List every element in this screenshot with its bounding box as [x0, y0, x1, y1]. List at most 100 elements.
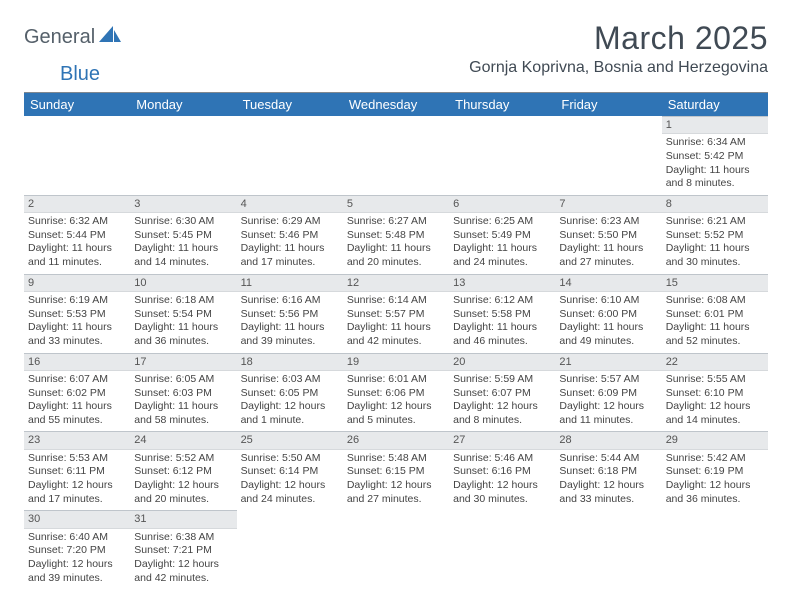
daylight-text: Daylight: 11 hours and 27 minutes.: [559, 242, 657, 269]
day-info: Sunrise: 6:14 AMSunset: 5:57 PMDaylight:…: [343, 292, 449, 353]
weekday-header: Wednesday: [343, 93, 449, 116]
empty-cell: [237, 116, 343, 188]
sunrise-text: Sunrise: 5:59 AM: [453, 373, 551, 387]
sunrise-text: Sunrise: 6:21 AM: [666, 215, 764, 229]
daylight-text: Daylight: 11 hours and 55 minutes.: [28, 400, 126, 427]
sunset-text: Sunset: 6:15 PM: [347, 465, 445, 479]
daylight-text: Daylight: 11 hours and 30 minutes.: [666, 242, 764, 269]
sunrise-text: Sunrise: 5:53 AM: [28, 452, 126, 466]
sunrise-text: Sunrise: 6:16 AM: [241, 294, 339, 308]
daylight-text: Daylight: 12 hours and 36 minutes.: [666, 479, 764, 506]
day-number: 23: [24, 431, 130, 449]
calendar-cell: [130, 116, 236, 195]
day-info: Sunrise: 6:29 AMSunset: 5:46 PMDaylight:…: [237, 213, 343, 274]
empty-cell: [449, 116, 555, 188]
calendar-cell: 9Sunrise: 6:19 AMSunset: 5:53 PMDaylight…: [24, 274, 130, 353]
day-info: Sunrise: 5:42 AMSunset: 6:19 PMDaylight:…: [662, 450, 768, 511]
day-number: 18: [237, 353, 343, 371]
day-info: Sunrise: 6:01 AMSunset: 6:06 PMDaylight:…: [343, 371, 449, 432]
weekday-row: SundayMondayTuesdayWednesdayThursdayFrid…: [24, 93, 768, 116]
day-info: Sunrise: 6:08 AMSunset: 6:01 PMDaylight:…: [662, 292, 768, 353]
calendar-cell: 19Sunrise: 6:01 AMSunset: 6:06 PMDayligh…: [343, 353, 449, 432]
sunset-text: Sunset: 6:05 PM: [241, 387, 339, 401]
daylight-text: Daylight: 12 hours and 1 minute.: [241, 400, 339, 427]
daylight-text: Daylight: 11 hours and 14 minutes.: [134, 242, 232, 269]
day-number: 21: [555, 353, 661, 371]
day-info: Sunrise: 6:38 AMSunset: 7:21 PMDaylight:…: [130, 529, 236, 590]
sunset-text: Sunset: 6:00 PM: [559, 308, 657, 322]
day-number: 30: [24, 510, 130, 528]
sunset-text: Sunset: 5:57 PM: [347, 308, 445, 322]
daylight-text: Daylight: 11 hours and 20 minutes.: [347, 242, 445, 269]
weekday-header: Tuesday: [237, 93, 343, 116]
day-info: Sunrise: 6:18 AMSunset: 5:54 PMDaylight:…: [130, 292, 236, 353]
calendar-cell: 30Sunrise: 6:40 AMSunset: 7:20 PMDayligh…: [24, 510, 130, 589]
weekday-header: Sunday: [24, 93, 130, 116]
day-info: Sunrise: 6:05 AMSunset: 6:03 PMDaylight:…: [130, 371, 236, 432]
calendar-cell: 15Sunrise: 6:08 AMSunset: 6:01 PMDayligh…: [662, 274, 768, 353]
sunset-text: Sunset: 5:46 PM: [241, 229, 339, 243]
weekday-header: Saturday: [662, 93, 768, 116]
day-info: Sunrise: 5:52 AMSunset: 6:12 PMDaylight:…: [130, 450, 236, 511]
day-number: 19: [343, 353, 449, 371]
daylight-text: Daylight: 12 hours and 14 minutes.: [666, 400, 764, 427]
day-info: Sunrise: 5:59 AMSunset: 6:07 PMDaylight:…: [449, 371, 555, 432]
logo-sail-icon: [99, 26, 121, 49]
sunrise-text: Sunrise: 5:52 AM: [134, 452, 232, 466]
calendar-head: SundayMondayTuesdayWednesdayThursdayFrid…: [24, 93, 768, 116]
calendar-cell: 16Sunrise: 6:07 AMSunset: 6:02 PMDayligh…: [24, 353, 130, 432]
daylight-text: Daylight: 11 hours and 11 minutes.: [28, 242, 126, 269]
calendar-week: 2Sunrise: 6:32 AMSunset: 5:44 PMDaylight…: [24, 195, 768, 274]
day-info: Sunrise: 6:40 AMSunset: 7:20 PMDaylight:…: [24, 529, 130, 590]
day-info: Sunrise: 6:16 AMSunset: 5:56 PMDaylight:…: [237, 292, 343, 353]
daylight-text: Daylight: 11 hours and 42 minutes.: [347, 321, 445, 348]
calendar-cell: 13Sunrise: 6:12 AMSunset: 5:58 PMDayligh…: [449, 274, 555, 353]
sunset-text: Sunset: 6:07 PM: [453, 387, 551, 401]
calendar-cell: 8Sunrise: 6:21 AMSunset: 5:52 PMDaylight…: [662, 195, 768, 274]
sunset-text: Sunset: 5:53 PM: [28, 308, 126, 322]
sunrise-text: Sunrise: 5:57 AM: [559, 373, 657, 387]
location: Gornja Koprivna, Bosnia and Herzegovina: [469, 59, 768, 77]
day-number: 22: [662, 353, 768, 371]
sunset-text: Sunset: 5:44 PM: [28, 229, 126, 243]
day-number: 5: [343, 195, 449, 213]
day-number: 2: [24, 195, 130, 213]
day-info: Sunrise: 6:27 AMSunset: 5:48 PMDaylight:…: [343, 213, 449, 274]
day-number: 20: [449, 353, 555, 371]
calendar-cell: 11Sunrise: 6:16 AMSunset: 5:56 PMDayligh…: [237, 274, 343, 353]
calendar-cell: [555, 510, 661, 589]
day-info: Sunrise: 6:19 AMSunset: 5:53 PMDaylight:…: [24, 292, 130, 353]
daylight-text: Daylight: 12 hours and 8 minutes.: [453, 400, 551, 427]
day-number: 1: [662, 116, 768, 134]
day-number: 10: [130, 274, 236, 292]
sunset-text: Sunset: 6:14 PM: [241, 465, 339, 479]
daylight-text: Daylight: 12 hours and 24 minutes.: [241, 479, 339, 506]
sunset-text: Sunset: 6:11 PM: [28, 465, 126, 479]
sunset-text: Sunset: 6:16 PM: [453, 465, 551, 479]
calendar-cell: 18Sunrise: 6:03 AMSunset: 6:05 PMDayligh…: [237, 353, 343, 432]
weekday-header: Friday: [555, 93, 661, 116]
calendar-cell: [343, 116, 449, 195]
sunset-text: Sunset: 6:02 PM: [28, 387, 126, 401]
day-info: Sunrise: 6:30 AMSunset: 5:45 PMDaylight:…: [130, 213, 236, 274]
calendar-cell: 12Sunrise: 6:14 AMSunset: 5:57 PMDayligh…: [343, 274, 449, 353]
calendar-body: 1Sunrise: 6:34 AMSunset: 5:42 PMDaylight…: [24, 116, 768, 589]
calendar-cell: 4Sunrise: 6:29 AMSunset: 5:46 PMDaylight…: [237, 195, 343, 274]
day-number: 16: [24, 353, 130, 371]
sunset-text: Sunset: 7:20 PM: [28, 544, 126, 558]
day-info: Sunrise: 6:21 AMSunset: 5:52 PMDaylight:…: [662, 213, 768, 274]
calendar-week: 1Sunrise: 6:34 AMSunset: 5:42 PMDaylight…: [24, 116, 768, 195]
day-number: 8: [662, 195, 768, 213]
calendar-cell: 21Sunrise: 5:57 AMSunset: 6:09 PMDayligh…: [555, 353, 661, 432]
sunset-text: Sunset: 5:52 PM: [666, 229, 764, 243]
sunrise-text: Sunrise: 6:14 AM: [347, 294, 445, 308]
calendar-cell: 7Sunrise: 6:23 AMSunset: 5:50 PMDaylight…: [555, 195, 661, 274]
daylight-text: Daylight: 11 hours and 24 minutes.: [453, 242, 551, 269]
calendar-cell: [237, 116, 343, 195]
day-info: Sunrise: 6:07 AMSunset: 6:02 PMDaylight:…: [24, 371, 130, 432]
day-number: 13: [449, 274, 555, 292]
sunrise-text: Sunrise: 5:46 AM: [453, 452, 551, 466]
sunrise-text: Sunrise: 6:10 AM: [559, 294, 657, 308]
sunset-text: Sunset: 6:10 PM: [666, 387, 764, 401]
sunrise-text: Sunrise: 6:12 AM: [453, 294, 551, 308]
